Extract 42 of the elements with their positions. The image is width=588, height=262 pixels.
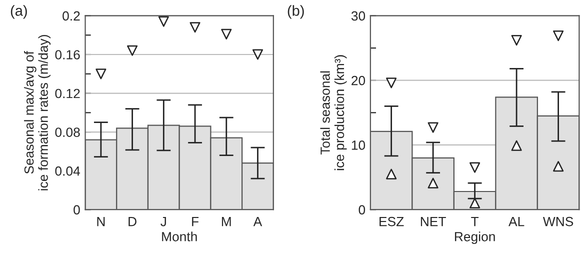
point [386, 78, 397, 88]
point [158, 16, 169, 27]
y-tick-label: 20 [352, 76, 366, 86]
point [553, 30, 564, 42]
y-axis-title: Total seasonal ice production (km³) [320, 55, 347, 170]
x-tick-label: ESZ [380, 216, 404, 226]
y-tick-label: 0.16 [55, 50, 80, 60]
y-tick-label: 10 [352, 140, 366, 150]
point [221, 28, 232, 40]
x-axis-title: Region [454, 232, 495, 244]
chart-title: (b) [288, 5, 304, 19]
y-tick-label: 0 [74, 205, 80, 215]
point [127, 45, 138, 56]
y-tick-label: 0.12 [55, 88, 80, 98]
y-tick-label: 0 [358, 205, 366, 215]
point [252, 49, 264, 60]
y-tick-label: 0.04 [55, 166, 80, 176]
point [511, 34, 522, 46]
x-tick-label: M [222, 217, 231, 226]
x-tick-label: A [253, 217, 262, 226]
y-axis-title: Seasonal max/avg of ice formation rates (m/day) [24, 35, 51, 190]
x-tick-label: AL [508, 217, 524, 226]
point [553, 161, 564, 172]
y-tick-label: 0.08 [55, 128, 80, 137]
point [190, 22, 200, 33]
point [428, 122, 438, 133]
x-tick-label: F [192, 217, 199, 226]
point [428, 178, 438, 188]
x-axis-title: Month [162, 232, 197, 242]
point [96, 68, 106, 80]
x-tick-label: NET [420, 217, 446, 226]
x-tick-label: N [97, 217, 105, 226]
x-tick-label: T [471, 217, 479, 226]
chart-title: (a) [10, 5, 27, 19]
y-tick-label: 0.2 [62, 11, 80, 21]
x-tick-label: WNS [542, 216, 574, 226]
x-tick-label: D [128, 217, 136, 226]
point [470, 162, 480, 173]
x-tick-label: J [160, 217, 166, 226]
point [511, 140, 522, 151]
y-tick-label: 30 [351, 11, 366, 21]
point [386, 168, 397, 180]
